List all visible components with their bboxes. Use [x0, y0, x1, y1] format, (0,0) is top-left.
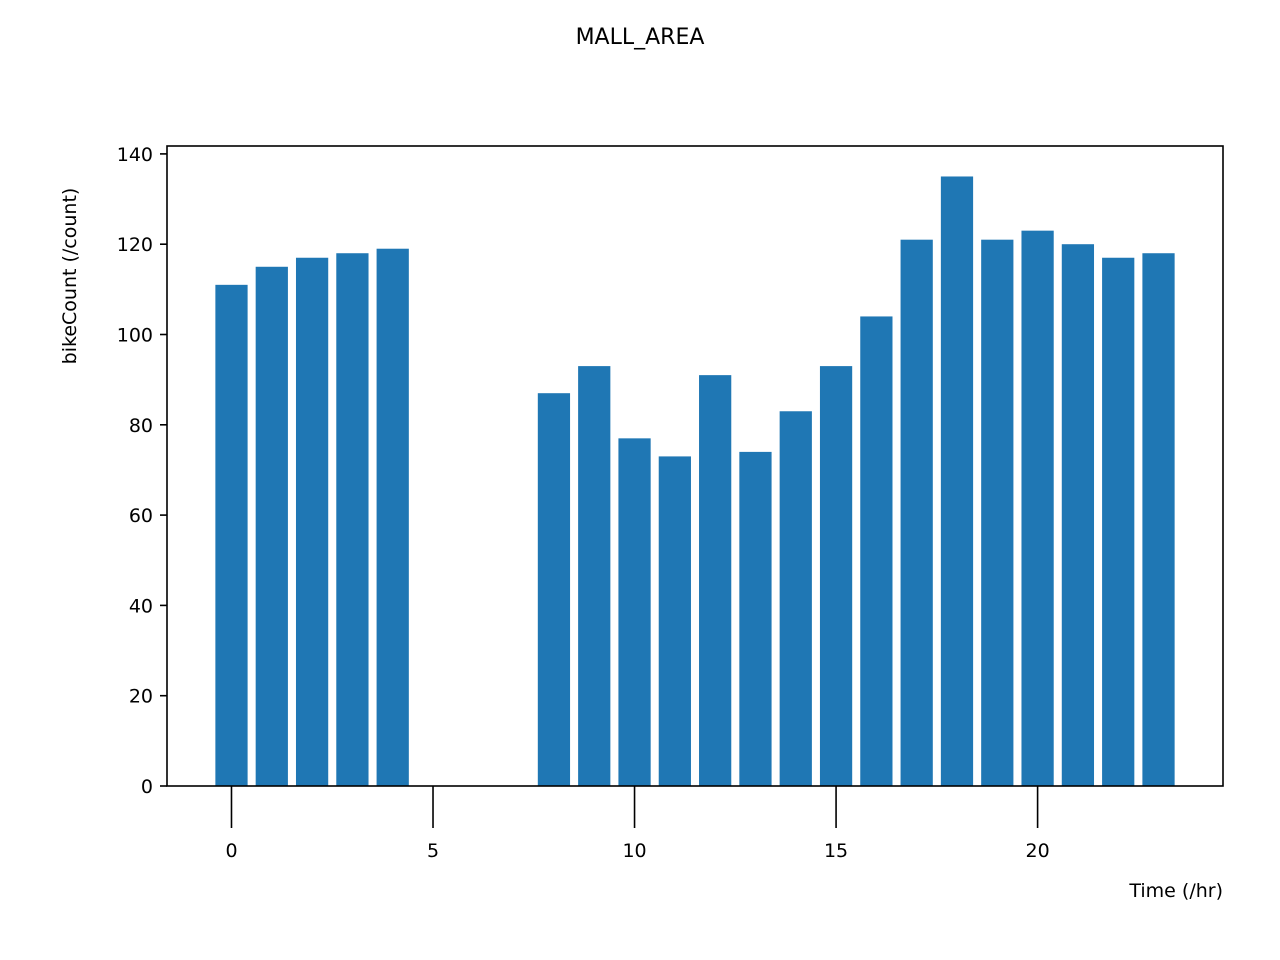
bar-group: [215, 176, 1175, 787]
chart-title: MALL_AREA: [576, 25, 705, 50]
x-axis: 0 5 10 15 20: [225, 786, 1050, 862]
bar-hour-1: [255, 266, 288, 786]
bar-hour-4: [376, 248, 409, 786]
plot-frame: [166, 145, 1224, 787]
bar-hour-16: [860, 316, 893, 786]
x-tick-label: 5: [427, 840, 439, 862]
bar-hour-8: [537, 393, 571, 786]
bar-hour-12: [699, 375, 732, 786]
x-axis-label: Time (/hr): [1128, 880, 1223, 902]
x-tick-label: 20: [1026, 840, 1050, 862]
bar-hour-20: [1021, 230, 1054, 787]
x-tick-label: 10: [622, 840, 646, 862]
bar-hour-23: [1142, 253, 1175, 787]
y-tick-label: 0: [141, 776, 153, 798]
y-tick-label: 60: [129, 505, 153, 527]
y-axis-label: bikeCount (/count): [59, 188, 81, 365]
bar-hour-0: [215, 284, 248, 786]
bar-hour-10: [618, 438, 651, 786]
bar-hour-9: [578, 366, 611, 786]
y-tick-label: 20: [129, 686, 153, 708]
bar-hour-11: [658, 456, 691, 786]
bar-hour-22: [1102, 257, 1135, 786]
bar-hour-2: [295, 257, 329, 786]
y-tick-label: 80: [129, 415, 153, 437]
y-tick-label: 120: [117, 234, 153, 256]
bar-hour-13: [739, 451, 772, 786]
y-axis: 0 20 40 60 80 100 120 140: [117, 144, 167, 798]
bar-hour-21: [1061, 244, 1095, 787]
x-tick-label: 0: [225, 840, 237, 862]
bar-hour-18: [940, 176, 974, 786]
bar-hour-14: [779, 411, 812, 786]
bar-hour-3: [336, 253, 369, 787]
bar-hour-19: [981, 239, 1014, 787]
y-tick-label: 40: [129, 595, 153, 617]
x-tick-label: 15: [824, 840, 848, 862]
y-tick-label: 100: [117, 325, 153, 347]
bar-hour-15: [819, 366, 853, 786]
bar-hour-17: [900, 239, 933, 787]
y-tick-label: 140: [117, 144, 153, 166]
